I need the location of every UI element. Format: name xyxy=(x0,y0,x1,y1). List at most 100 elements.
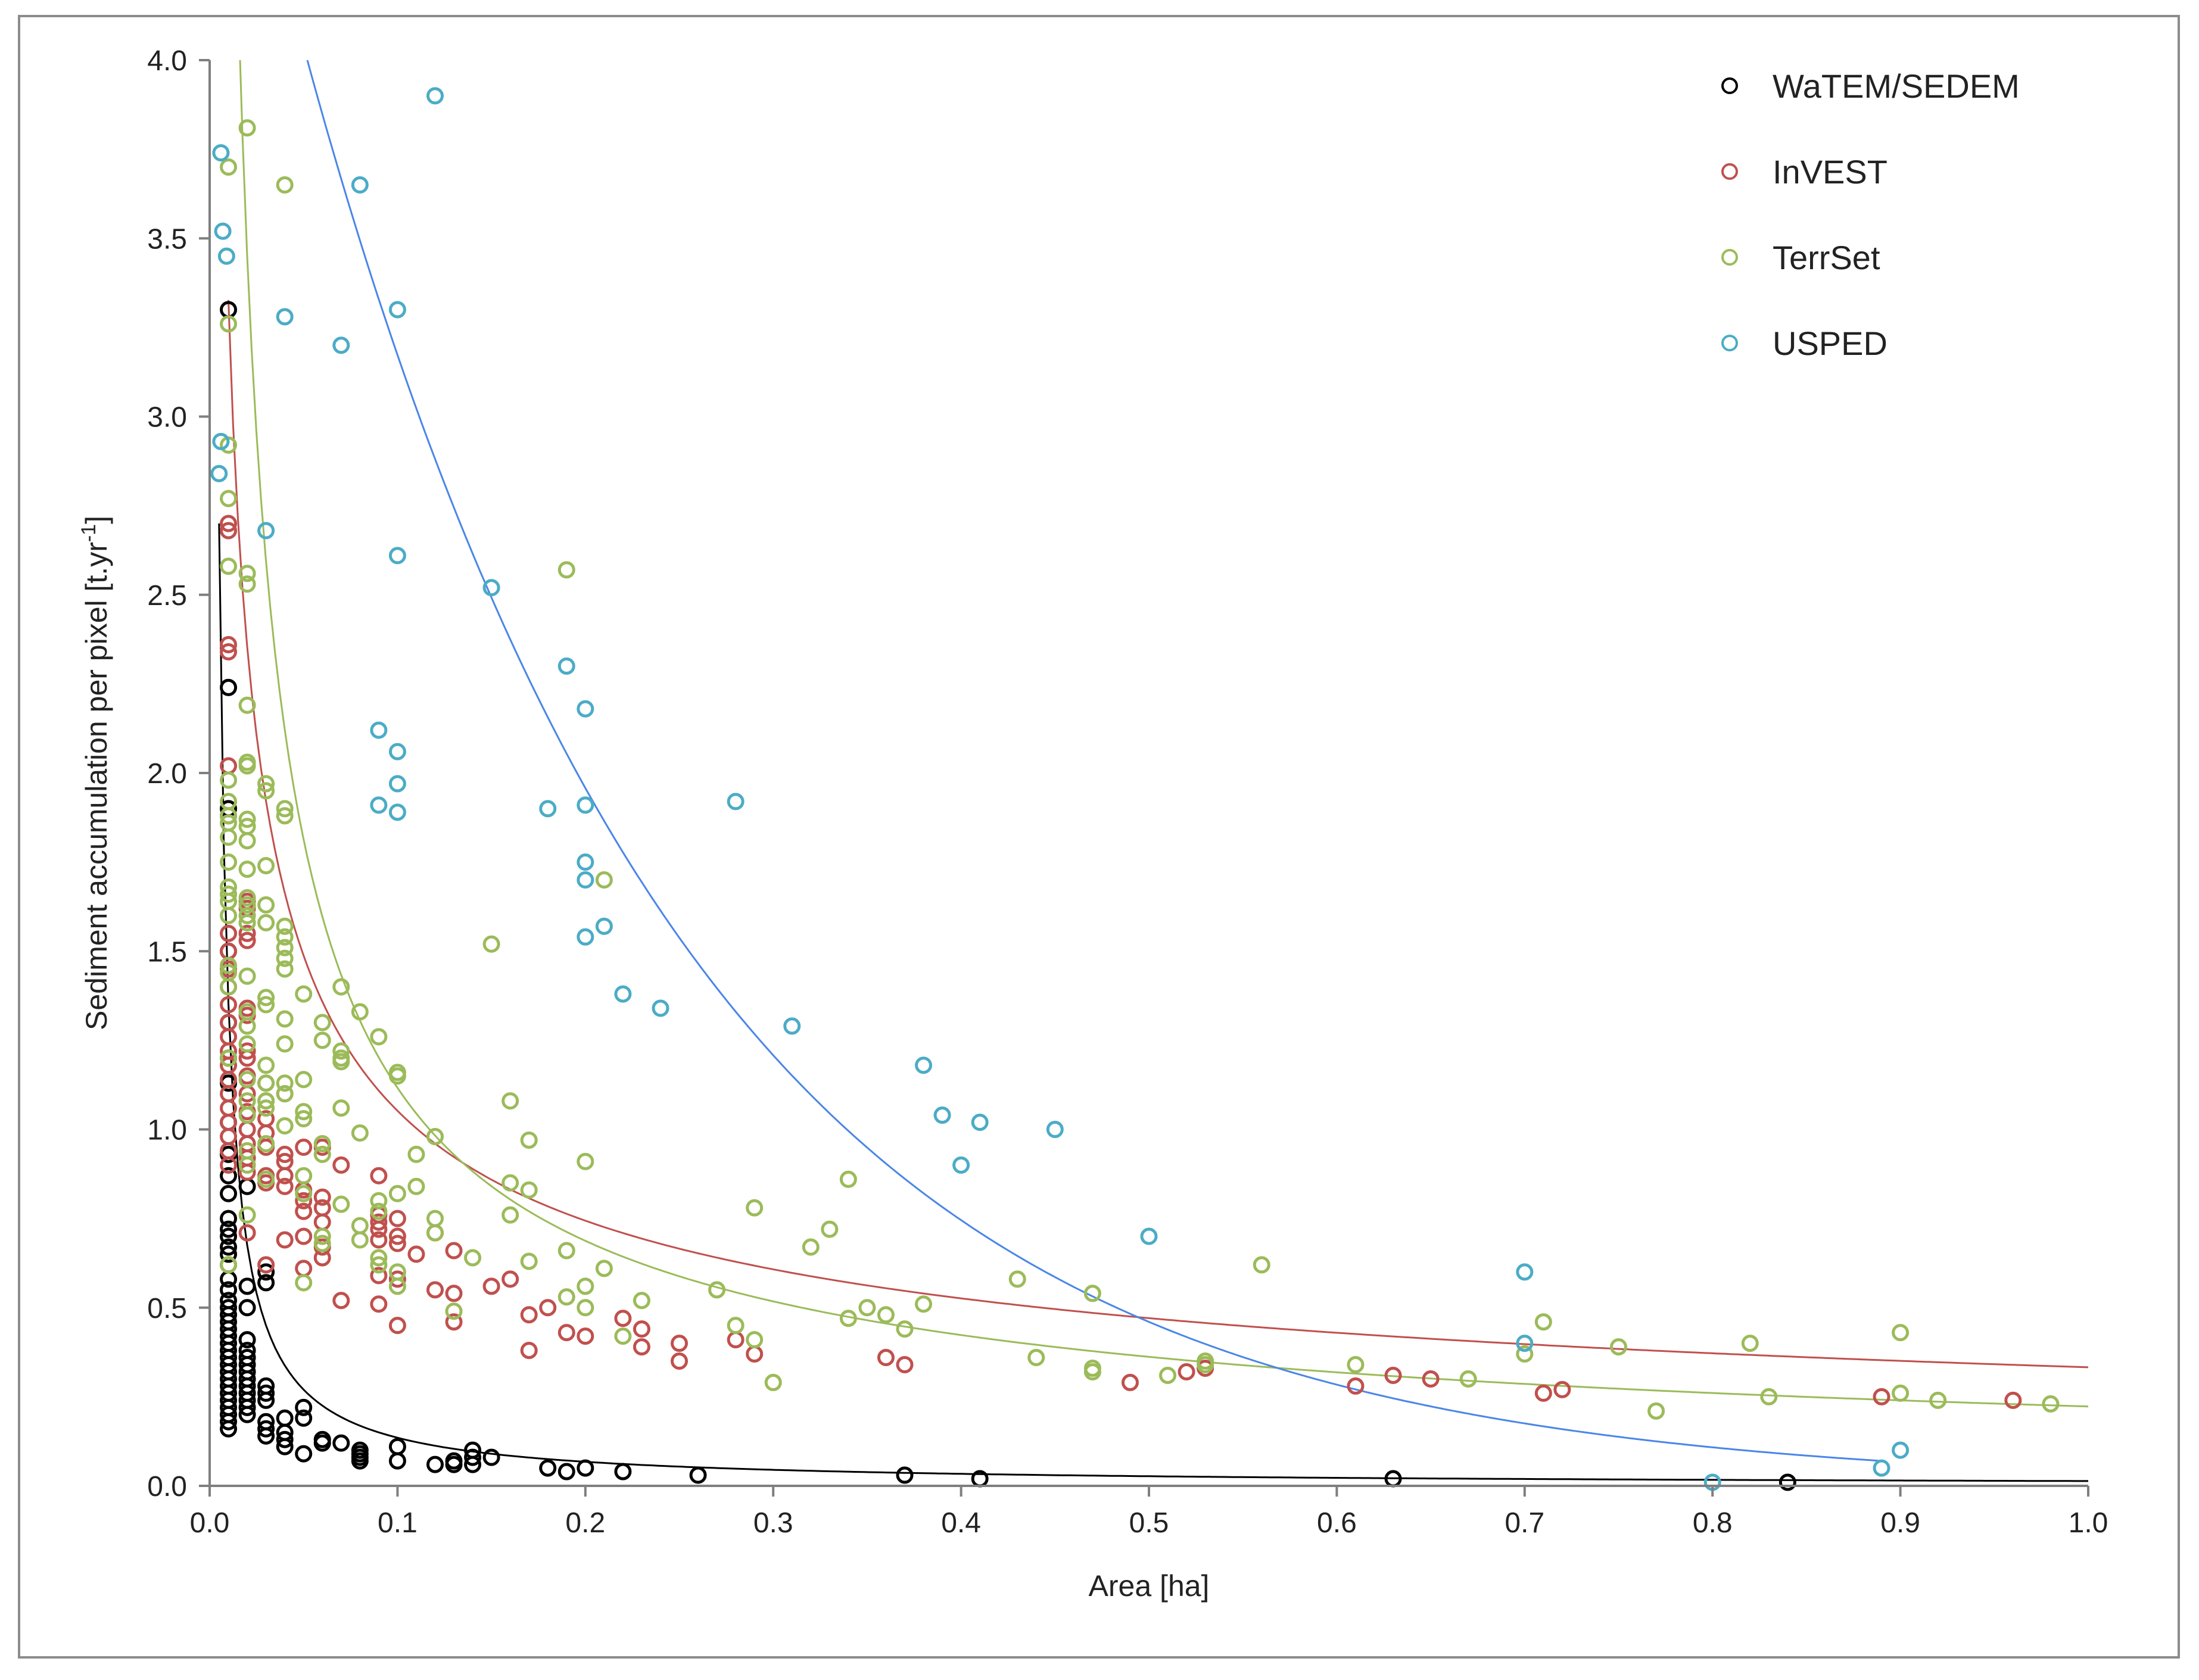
point-terrset xyxy=(238,896,256,914)
x-tick-label: 0.8 xyxy=(1693,1507,1733,1539)
point-terrset xyxy=(595,1260,613,1277)
point-terrset xyxy=(238,889,256,906)
chart-frame: 0.0 0.1 0.2 0.3 0.4 0.5 0.6 0.7 0.8 0.9 1.0 0.0 0.5 1… xyxy=(18,15,2180,1659)
point-terrset xyxy=(276,1035,294,1053)
point-terrset xyxy=(257,1170,275,1188)
point-usped xyxy=(971,1114,989,1132)
point-watemsedem xyxy=(388,1438,406,1455)
point-terrset xyxy=(238,565,256,582)
point-invest xyxy=(220,643,238,661)
point-watemsedem xyxy=(220,1185,238,1202)
point-terrset xyxy=(313,1145,331,1163)
point-terrset xyxy=(257,914,275,931)
point-invest xyxy=(295,1227,313,1245)
point-usped xyxy=(388,743,406,760)
point-usped xyxy=(577,796,594,814)
point-terrset xyxy=(482,935,500,953)
point-invest xyxy=(370,1167,388,1185)
point-invest xyxy=(295,1192,313,1210)
trendline-usped xyxy=(306,60,1882,1462)
point-watemsedem xyxy=(295,1398,313,1416)
x-tick-label: 0.1 xyxy=(378,1507,418,1539)
point-terrset xyxy=(332,1195,350,1213)
point-terrset xyxy=(370,1249,388,1267)
point-invest xyxy=(370,1220,388,1238)
y-tick-label: 4.0 xyxy=(147,45,187,77)
point-invest xyxy=(539,1299,557,1317)
point-terrset xyxy=(313,1235,331,1252)
point-terrset xyxy=(1892,1384,1910,1402)
point-usped xyxy=(577,853,594,871)
point-watemsedem xyxy=(257,1274,275,1292)
point-terrset xyxy=(520,1252,538,1270)
point-terrset xyxy=(764,1373,782,1391)
x-tick-label: 0.6 xyxy=(1317,1507,1357,1539)
point-terrset xyxy=(351,1217,369,1235)
point-terrset xyxy=(238,1206,256,1224)
scatter-chart: 0.0 0.1 0.2 0.3 0.4 0.5 0.6 0.7 0.8 0.9 1.0 0.0 0.5 1… xyxy=(77,45,2108,1603)
point-invest xyxy=(1178,1363,1195,1380)
point-terrset xyxy=(220,853,238,871)
point-watemsedem xyxy=(238,1405,256,1423)
point-usped xyxy=(952,1156,970,1174)
point-invest xyxy=(220,1114,238,1132)
point-terrset xyxy=(727,1317,745,1335)
legend-label-watemsedem: WaTEM/SEDEM xyxy=(1773,67,2020,105)
point-terrset xyxy=(276,807,294,825)
point-terrset xyxy=(332,978,350,996)
trendline-invest xyxy=(228,300,2088,1369)
y-tick-label: 1.5 xyxy=(147,936,187,968)
point-terrset xyxy=(351,1231,369,1249)
point-invest xyxy=(370,1231,388,1249)
point-invest xyxy=(671,1352,688,1370)
point-invest xyxy=(633,1320,650,1338)
point-terrset xyxy=(313,1134,331,1152)
point-terrset xyxy=(238,861,256,878)
point-usped xyxy=(370,721,388,739)
point-terrset xyxy=(220,807,238,825)
point-watemsedem xyxy=(257,1427,275,1445)
point-terrset xyxy=(1760,1388,1778,1405)
point-terrset xyxy=(257,996,275,1014)
x-tick-label: 0.3 xyxy=(753,1507,793,1539)
point-invest xyxy=(445,1313,463,1331)
point-terrset xyxy=(276,1117,294,1135)
point-terrset xyxy=(257,1056,275,1074)
point-terrset xyxy=(257,989,275,1006)
point-terrset xyxy=(276,176,294,194)
point-terrset xyxy=(295,1103,313,1121)
point-terrset xyxy=(238,967,256,985)
point-usped xyxy=(214,222,232,240)
legend-marker-usped xyxy=(1721,335,1738,351)
point-terrset xyxy=(614,1327,632,1345)
point-terrset xyxy=(295,985,313,1003)
point-usped xyxy=(1516,1335,1534,1352)
y-tick-label: 3.0 xyxy=(147,402,187,434)
point-terrset xyxy=(1516,1345,1534,1363)
point-usped xyxy=(652,999,669,1017)
point-terrset xyxy=(238,1107,256,1124)
point-terrset xyxy=(1027,1349,1045,1367)
point-terrset xyxy=(557,1242,575,1260)
point-watemsedem xyxy=(464,1455,482,1473)
point-terrset xyxy=(839,1310,857,1327)
point-usped xyxy=(557,657,575,675)
point-terrset xyxy=(802,1238,820,1256)
trendlines xyxy=(218,60,2088,1482)
point-terrset xyxy=(220,828,238,846)
point-invest xyxy=(877,1349,895,1367)
y-tick-label: 3.5 xyxy=(147,223,187,255)
y-tick-label: 2.5 xyxy=(147,580,187,612)
point-terrset xyxy=(1459,1370,1477,1388)
point-terrset xyxy=(238,1017,256,1035)
point-invest xyxy=(220,996,238,1014)
point-terrset xyxy=(257,896,275,914)
point-usped xyxy=(210,465,228,482)
point-watemsedem xyxy=(482,1448,500,1466)
point-watemsedem xyxy=(557,1463,575,1480)
legend-marker-watemsedem xyxy=(1721,77,1738,94)
point-terrset xyxy=(238,1071,256,1089)
point-invest xyxy=(557,1324,575,1342)
legend: WaTEM/SEDEM InVEST TerrSet USPED xyxy=(1721,67,2020,362)
point-terrset xyxy=(557,561,575,579)
